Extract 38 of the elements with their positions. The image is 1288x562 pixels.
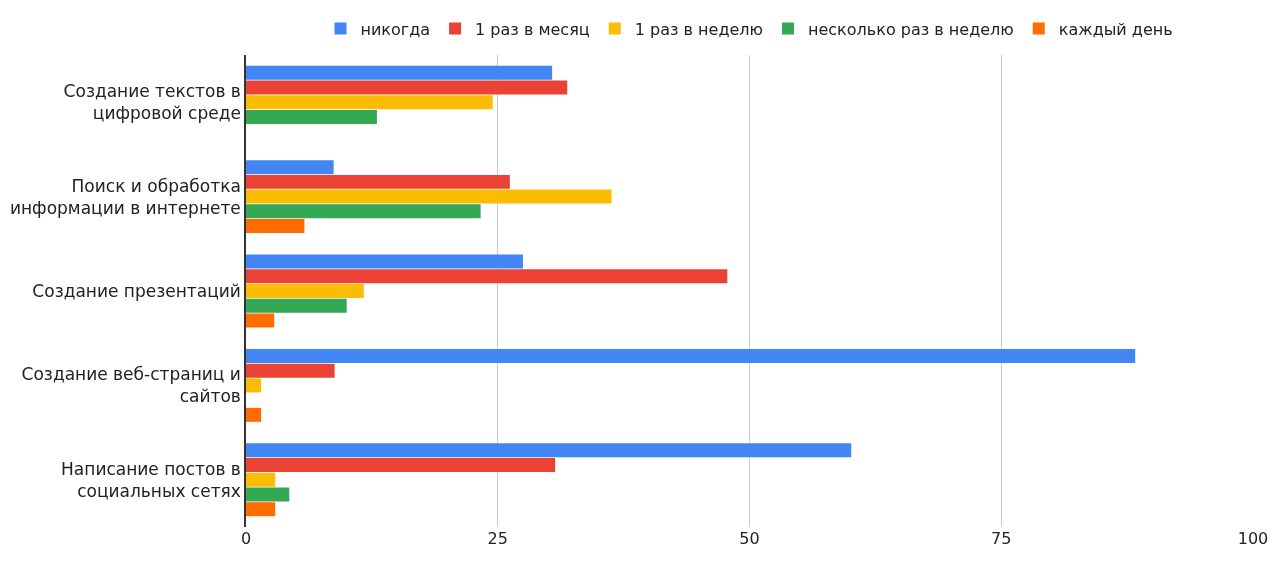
x-tick-label: 25: [487, 529, 508, 548]
bar: [246, 284, 364, 298]
x-tick-label: 50: [739, 529, 760, 548]
bar: [246, 204, 481, 219]
bar: [246, 65, 553, 80]
bar: [246, 363, 335, 378]
legend-label: несколько раз в неделю: [808, 19, 1014, 39]
bar: [246, 407, 262, 422]
bar: [246, 472, 276, 487]
legend-label: никогда: [360, 19, 431, 39]
bar: [246, 348, 1136, 363]
y-tick-label: Поиск и обработка информации в интернете: [9, 175, 241, 218]
legend-label: каждый день: [1058, 19, 1173, 39]
y-tick-label: Создание веб-страниц и сайтов: [21, 364, 241, 407]
y-tick-label: Написание постов в социальных сетях: [61, 458, 241, 501]
x-tick-label: 75: [991, 529, 1012, 548]
bar: [246, 443, 852, 458]
bar: [246, 160, 334, 175]
bar: [246, 269, 728, 284]
bar: [246, 254, 523, 269]
bar: [246, 80, 568, 95]
x-tick-label: 100: [1237, 529, 1269, 548]
bar: [246, 95, 493, 110]
bar: [246, 378, 262, 393]
bar: [246, 313, 275, 328]
legend-label: 1 раз в неделю: [634, 19, 764, 39]
bar: [246, 219, 305, 234]
y-tick-label: Создание презентаций: [32, 280, 241, 301]
bar: [246, 458, 556, 473]
bar: [246, 189, 612, 204]
bar: [246, 298, 347, 313]
bar: [246, 174, 510, 189]
x-tick-label: 0: [240, 529, 252, 548]
y-tick-label: Создание текстов в цифровой среде: [63, 81, 241, 124]
legend-label: 1 раз в месяц: [475, 19, 590, 39]
bar: [246, 109, 377, 124]
bar: [246, 502, 276, 517]
bar: [246, 487, 290, 502]
